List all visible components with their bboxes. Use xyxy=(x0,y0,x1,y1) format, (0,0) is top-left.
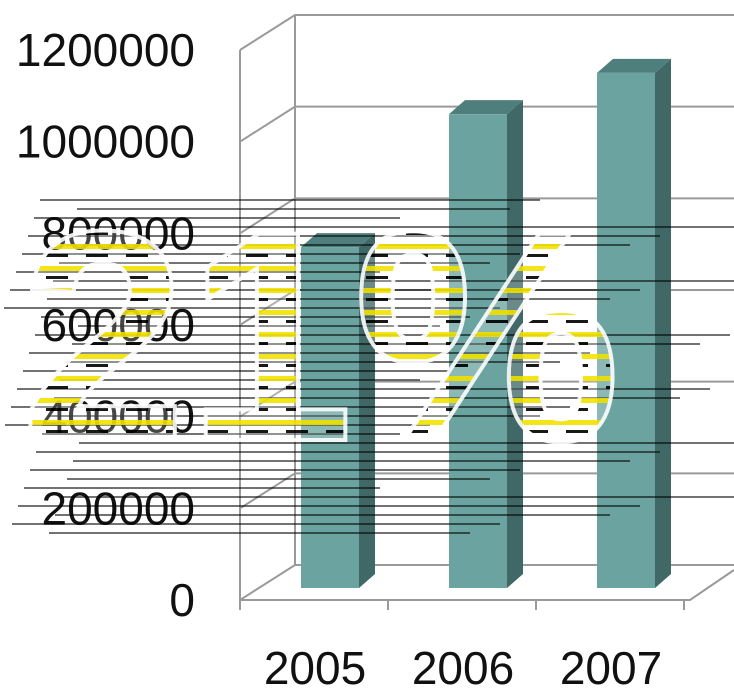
y-tick-label: 200000 xyxy=(42,482,196,534)
x-tick-label: 2006 xyxy=(412,642,514,693)
y-tick-label: 1000000 xyxy=(16,116,195,168)
y-tick-label: 1200000 xyxy=(16,24,195,76)
y-tick-label: 0 xyxy=(169,574,195,626)
bar-2006 xyxy=(449,100,523,589)
gridline xyxy=(239,14,734,51)
overlay-text: 21% xyxy=(20,168,620,504)
x-tick-label: 2005 xyxy=(264,642,366,693)
floor-edge xyxy=(240,569,734,601)
bar-top-face xyxy=(597,58,671,73)
gridline xyxy=(239,380,734,418)
bar-front-face xyxy=(301,247,359,589)
bar-side-face xyxy=(359,233,375,589)
overlay-watermark: 21% xyxy=(4,166,734,534)
bar-2005 xyxy=(301,233,375,589)
x-tick-label: 2007 xyxy=(560,642,662,693)
chart-floor xyxy=(239,569,734,610)
gridline xyxy=(239,197,734,235)
bar-top-face xyxy=(449,100,523,115)
gridline xyxy=(239,105,734,143)
bar-series xyxy=(301,58,671,589)
gridline xyxy=(239,564,734,601)
bar-2007 xyxy=(597,58,671,588)
bar-front-face xyxy=(597,72,655,588)
bar-side-face xyxy=(655,58,671,588)
y-tick-label: 800000 xyxy=(42,207,196,259)
bar-front-face xyxy=(449,114,507,589)
x-axis: 2005 2006 2007 xyxy=(264,600,685,693)
